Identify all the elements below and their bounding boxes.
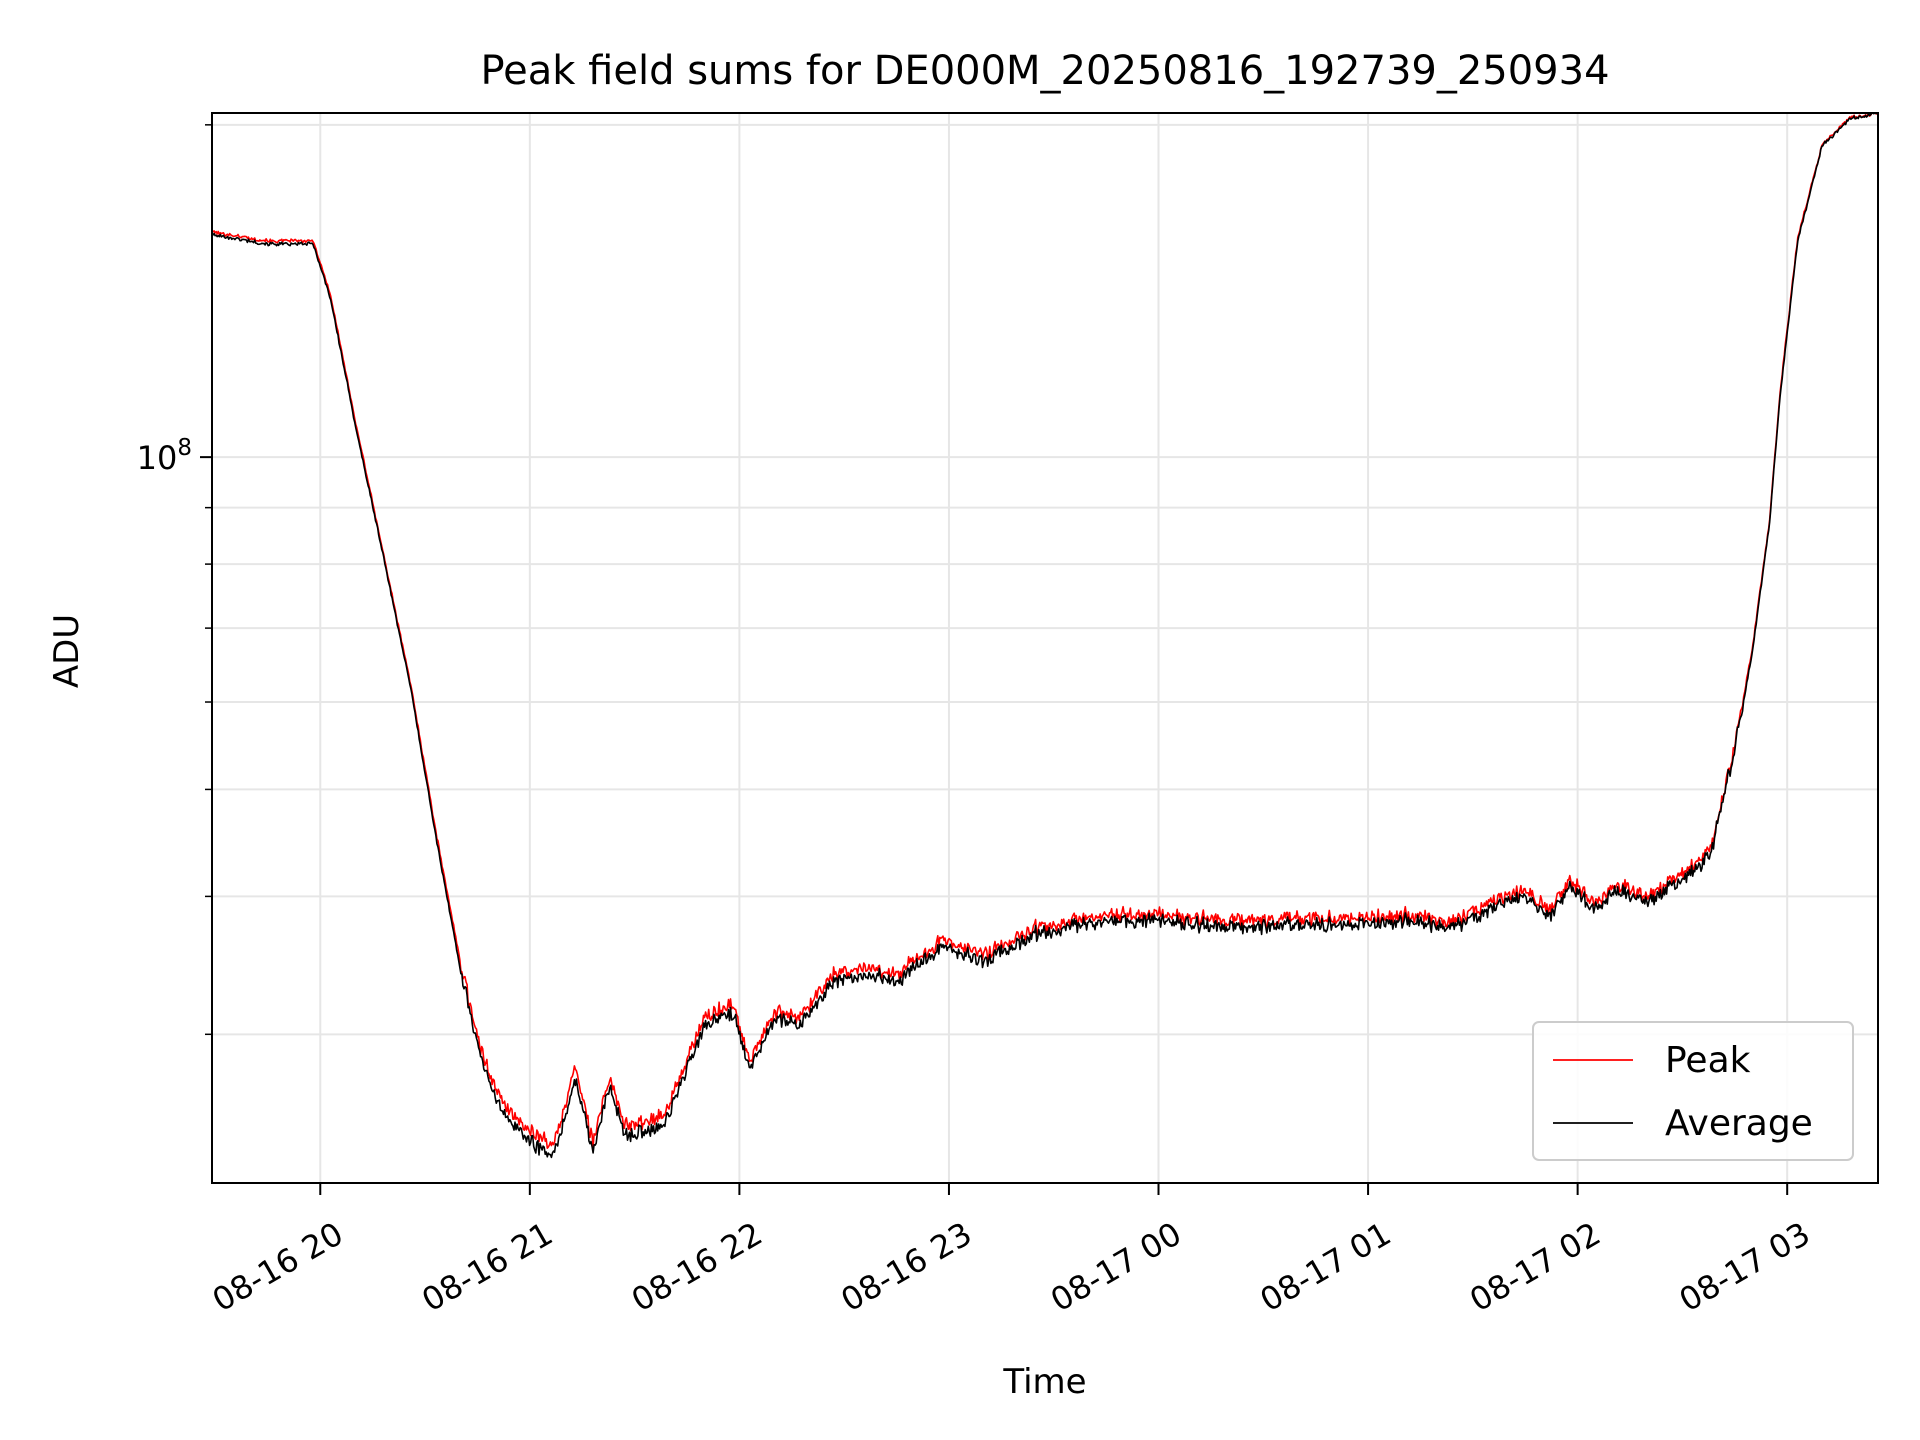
legend-label-peak: Peak [1665, 1040, 1751, 1081]
legend: Peak Average [1532, 1021, 1854, 1161]
legend-label-average: Average [1665, 1103, 1813, 1144]
y-tick-label: 108 [137, 435, 192, 477]
legend-box [1532, 1021, 1854, 1161]
series-line-average [211, 112, 1879, 1159]
series-line-peak [211, 112, 1879, 1149]
series-lines [211, 112, 1879, 1159]
plot-frame [211, 112, 1879, 1184]
chart-title: Peak field sums for DE000M_20250816_1927… [480, 48, 1609, 94]
y-axis-label: ADU [47, 614, 87, 688]
grid-lines [212, 113, 1878, 1183]
x-axis-label: Time [1002, 1362, 1086, 1402]
